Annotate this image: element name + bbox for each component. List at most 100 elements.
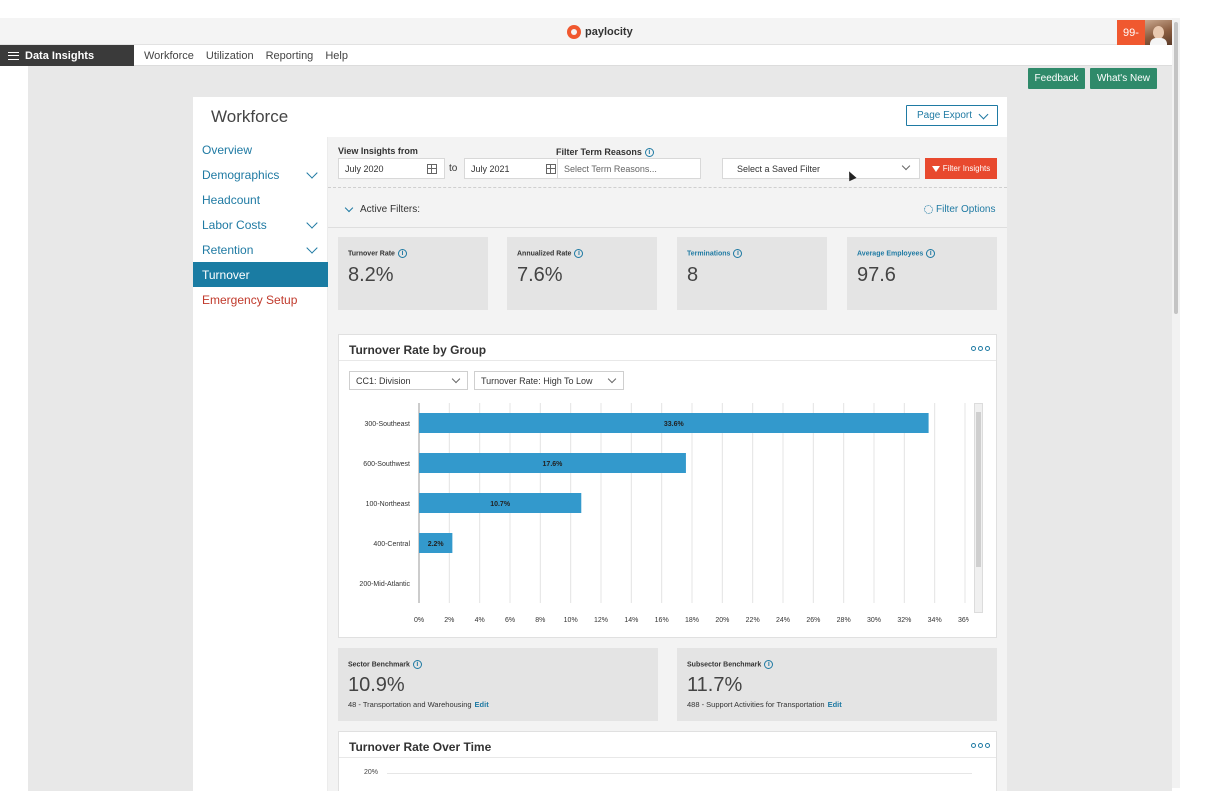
chevron-down-icon (306, 167, 318, 179)
chart-divider (339, 360, 996, 361)
category-label: 200-Mid-Atlantic (359, 581, 410, 588)
bar[interactable] (419, 493, 582, 513)
sidebar-item-headcount[interactable]: Headcount (193, 187, 328, 212)
sort-select[interactable]: Turnover Rate: High To Low (474, 371, 624, 390)
group-by-select[interactable]: CC1: Division (349, 371, 468, 390)
turnover-by-group-chart: Turnover Rate by Group CC1: Division Tur… (338, 334, 997, 638)
x-tick-label: 6% (505, 617, 515, 624)
info-icon[interactable]: i (764, 660, 774, 669)
active-filters-label: Active Filters: (360, 204, 421, 215)
chevron-down-icon (306, 242, 318, 254)
edit-link[interactable]: Edit (474, 700, 489, 709)
sidebar-item-label: Emergency Setup (202, 292, 298, 307)
view-insights-label: View Insights from (338, 146, 418, 156)
sidebar-item-label: Overview (202, 142, 253, 157)
info-icon[interactable]: i (733, 249, 743, 258)
page-export-dropdown[interactable]: Page Export (906, 105, 998, 126)
paylocity-logo[interactable]: paylocity (567, 22, 633, 42)
sidebar-item-turnover[interactable]: Turnover (193, 262, 328, 287)
sidebar-item-emergency-setup[interactable]: Emergency Setup (193, 287, 328, 312)
bar-data-label: 2.2% (428, 541, 445, 548)
kpi-label-text: Turnover Rate (348, 250, 395, 258)
sidebar-item-overview[interactable]: Overview (193, 137, 328, 162)
chevron-down-icon (607, 374, 617, 384)
nav-link-workforce[interactable]: Workforce (144, 49, 194, 62)
info-icon[interactable]: i (926, 249, 936, 258)
brand-name: paylocity (585, 26, 633, 38)
kpi-label: Terminations i (687, 249, 743, 258)
saved-filter-select[interactable]: Select a Saved Filter (722, 158, 920, 179)
kpi-terminations[interactable]: Terminations i 8 (677, 237, 827, 310)
benchmark-subtitle-text: 488 - Support Activities for Transportat… (687, 700, 825, 709)
category-label: 400-Central (373, 541, 410, 548)
chart-title: Turnover Rate Over Time (349, 740, 492, 754)
avatar[interactable] (1145, 20, 1172, 45)
filter-insights-button[interactable]: Filter Insights (925, 158, 997, 179)
page-scrollbar[interactable] (1172, 18, 1180, 788)
kpi-label: Annualized Rate i (517, 249, 584, 258)
sidebar-item-retention[interactable]: Retention (193, 237, 328, 262)
bar[interactable] (419, 413, 929, 433)
more-options-icon[interactable] (971, 743, 990, 748)
nav-link-help[interactable]: Help (325, 49, 348, 62)
sidebar-item-labor-costs[interactable]: Labor Costs (193, 212, 328, 237)
nav-link-reporting[interactable]: Reporting (265, 49, 314, 62)
page-scrollbar-thumb[interactable] (1174, 22, 1178, 314)
bar-data-label: 10.7% (490, 501, 511, 508)
nav-link-utilization[interactable]: Utilization (205, 49, 254, 62)
calendar-icon[interactable] (546, 164, 556, 174)
to-date-field[interactable]: July 2021 (464, 158, 564, 179)
kpi-turnover-rate: Turnover Rate i 8.2% (338, 237, 488, 310)
x-tick-label: 14% (624, 617, 638, 624)
edit-link[interactable]: Edit (827, 700, 842, 709)
term-reasons-input[interactable]: Select Term Reasons... (557, 158, 701, 179)
kpi-value: 7.6% (517, 264, 563, 286)
sidebar-item-demographics[interactable]: Demographics (193, 162, 328, 187)
bar[interactable] (419, 453, 686, 473)
more-options-icon[interactable] (971, 346, 990, 351)
term-reasons-placeholder: Select Term Reasons... (564, 163, 657, 174)
gridline (387, 773, 972, 774)
sidebar-item-label: Labor Costs (202, 217, 267, 232)
benchmark-label: Subsector Benchmark i (687, 660, 774, 669)
chart-scrollbar[interactable] (974, 403, 983, 613)
active-filters-toggle[interactable]: Active Filters: (344, 203, 421, 215)
x-tick-label: 32% (897, 617, 911, 624)
x-tick-label: 22% (746, 617, 760, 624)
benchmark-label-text: Subsector Benchmark (687, 661, 762, 669)
info-icon[interactable]: i (412, 660, 422, 669)
sidebar-item-label: Turnover (202, 267, 250, 282)
feedback-button[interactable]: Feedback (1028, 68, 1085, 89)
turnover-over-time-chart: Turnover Rate Over Time 20% (338, 731, 997, 791)
chart-title: Turnover Rate by Group (349, 343, 487, 357)
filter-insights-label: Filter Insights (942, 164, 991, 173)
x-tick-label: 12% (594, 617, 608, 624)
kpi-annualized-rate: Annualized Rate i 7.6% (507, 237, 657, 310)
info-icon[interactable]: i (574, 249, 584, 258)
calendar-icon[interactable] (427, 164, 437, 174)
x-tick-label: 34% (928, 617, 942, 624)
from-date-value: July 2020 (345, 163, 384, 174)
bar[interactable] (419, 533, 453, 553)
kpi-average-employees[interactable]: Average Employees i 97.6 (847, 237, 997, 310)
from-date-field[interactable]: July 2020 (338, 158, 445, 179)
info-icon[interactable]: i (397, 249, 407, 258)
bar-data-label: 17.6% (543, 461, 564, 468)
info-icon[interactable]: i (644, 148, 654, 158)
kpi-value: 8 (687, 264, 699, 286)
kpi-value: 97.6 (857, 264, 896, 286)
sort-value: Turnover Rate: High To Low (481, 375, 593, 386)
chevron-down-icon (344, 203, 354, 212)
x-tick-label: 30% (867, 617, 881, 624)
app-menu-button[interactable]: Data Insights (0, 45, 134, 66)
benchmark-label-text: Sector Benchmark (348, 661, 410, 669)
funnel-icon (931, 165, 940, 172)
group-by-value: CC1: Division (356, 375, 411, 386)
x-tick-label: 8% (535, 617, 545, 624)
filter-options-link[interactable]: Filter Options (924, 204, 995, 215)
kpi-label: Average Employees i (857, 249, 936, 258)
benchmark-subtitle-text: 48 - Transportation and Warehousing (348, 700, 472, 709)
whats-new-button[interactable]: What's New (1090, 68, 1157, 89)
chart-scrollbar-thumb[interactable] (976, 412, 981, 567)
user-badge[interactable]: 99- (1117, 20, 1145, 45)
